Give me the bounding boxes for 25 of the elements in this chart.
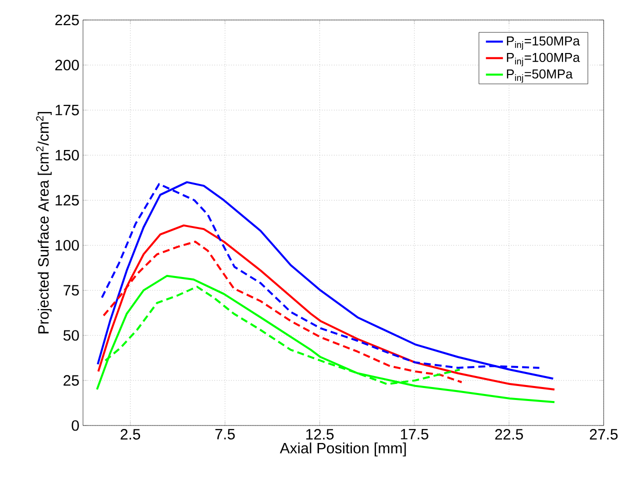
y-tick-label: 175	[56, 104, 79, 116]
y-tick-label: 200	[55, 60, 79, 70]
x-tick-label: 22.5	[495, 429, 523, 440]
y-tick-label: 50	[63, 330, 79, 341]
x-tick-label: 17.5	[400, 429, 428, 440]
line-series	[96, 274, 556, 404]
x-tick-label: 27.5	[590, 429, 618, 440]
line-series	[102, 240, 463, 384]
y-tick-label: 75	[64, 285, 79, 296]
y-axis-title: Projected Surface Area [cm$^{2}$/cm$^{2}$]	[36, 112, 52, 334]
line-series	[97, 224, 556, 390]
x-tick-label: 7.5	[215, 429, 235, 440]
x-tick-label: 2.5	[120, 429, 140, 440]
legend-label: P$_{inj}$=50MPa	[506, 69, 573, 83]
y-tick-label: 150	[56, 150, 79, 160]
x-tick-label: 12.5	[306, 429, 334, 440]
y-tick-label: 100	[56, 240, 79, 251]
y-tick-label: 125	[56, 194, 79, 206]
line-series	[104, 286, 461, 386]
x-axis-title: Axial Position [mm]	[280, 442, 406, 456]
y-tick-label: 0	[72, 420, 79, 431]
y-tick-label: 25	[64, 375, 79, 386]
y-tick-label: 225	[55, 14, 79, 26]
legend-label: P$_{inj}$=100MPa	[506, 52, 580, 66]
legend-label: P$_{inj}$=150MPa	[506, 36, 580, 50]
